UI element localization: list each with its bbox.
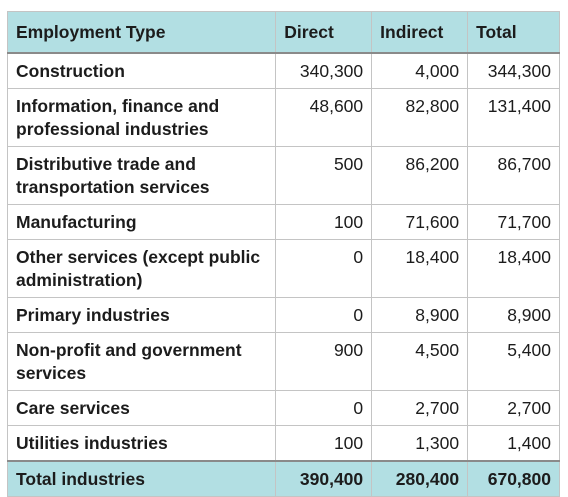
indirect-cell: 82,800 bbox=[371, 88, 469, 147]
direct-cell: 0 bbox=[275, 239, 373, 298]
table-row: Other services (except public administra… bbox=[6, 239, 560, 298]
indirect-cell: 86,200 bbox=[371, 146, 469, 205]
indirect-cell: 1,300 bbox=[371, 425, 469, 462]
total-cell: 18,400 bbox=[467, 239, 560, 298]
total-indirect: 280,400 bbox=[371, 460, 469, 497]
table-row: Non-profit and government services 900 4… bbox=[6, 332, 560, 391]
direct-cell: 100 bbox=[275, 204, 373, 240]
indirect-cell: 4,500 bbox=[371, 332, 469, 391]
total-cell: 344,300 bbox=[467, 52, 560, 89]
total-cell: 131,400 bbox=[467, 88, 560, 147]
direct-cell: 340,300 bbox=[275, 52, 373, 89]
row-label: Utilities industries bbox=[6, 425, 277, 462]
total-direct: 390,400 bbox=[275, 460, 373, 497]
direct-cell: 0 bbox=[275, 297, 373, 333]
indirect-cell: 4,000 bbox=[371, 52, 469, 89]
row-label: Distributive trade and transportation se… bbox=[6, 146, 277, 205]
table-footer: Total industries 390,400 280,400 670,800 bbox=[6, 460, 560, 497]
header-row: Employment Type Direct Indirect Total bbox=[6, 11, 560, 54]
header-direct: Direct bbox=[275, 11, 373, 54]
table-row: Care services 0 2,700 2,700 bbox=[6, 390, 560, 426]
total-row: Total industries 390,400 280,400 670,800 bbox=[6, 460, 560, 497]
header-indirect: Indirect bbox=[371, 11, 469, 54]
row-label: Manufacturing bbox=[6, 204, 277, 240]
indirect-cell: 2,700 bbox=[371, 390, 469, 426]
indirect-cell: 8,900 bbox=[371, 297, 469, 333]
table-row: Distributive trade and transportation se… bbox=[6, 146, 560, 205]
total-total: 670,800 bbox=[467, 460, 560, 497]
total-label: Total industries bbox=[6, 460, 277, 497]
table-row: Utilities industries 100 1,300 1,400 bbox=[6, 425, 560, 462]
employment-table: Employment Type Direct Indirect Total Co… bbox=[6, 11, 560, 497]
table-row: Manufacturing 100 71,600 71,700 bbox=[6, 204, 560, 240]
direct-cell: 0 bbox=[275, 390, 373, 426]
direct-cell: 500 bbox=[275, 146, 373, 205]
table-row: Construction 340,300 4,000 344,300 bbox=[6, 52, 560, 89]
row-label: Information, finance and professional in… bbox=[6, 88, 277, 147]
direct-cell: 100 bbox=[275, 425, 373, 462]
total-cell: 1,400 bbox=[467, 425, 560, 462]
indirect-cell: 18,400 bbox=[371, 239, 469, 298]
table-row: Information, finance and professional in… bbox=[6, 88, 560, 147]
table-header: Employment Type Direct Indirect Total bbox=[6, 11, 560, 54]
table-body: Construction 340,300 4,000 344,300 Infor… bbox=[6, 52, 560, 462]
direct-cell: 48,600 bbox=[275, 88, 373, 147]
header-total: Total bbox=[467, 11, 560, 54]
row-label: Construction bbox=[6, 52, 277, 89]
header-employment-type: Employment Type bbox=[6, 11, 277, 54]
total-cell: 8,900 bbox=[467, 297, 560, 333]
indirect-cell: 71,600 bbox=[371, 204, 469, 240]
row-label: Care services bbox=[6, 390, 277, 426]
row-label: Non-profit and government services bbox=[6, 332, 277, 391]
total-cell: 2,700 bbox=[467, 390, 560, 426]
total-cell: 5,400 bbox=[467, 332, 560, 391]
table-row: Primary industries 0 8,900 8,900 bbox=[6, 297, 560, 333]
direct-cell: 900 bbox=[275, 332, 373, 391]
row-label: Other services (except public administra… bbox=[6, 239, 277, 298]
row-label: Primary industries bbox=[6, 297, 277, 333]
total-cell: 86,700 bbox=[467, 146, 560, 205]
total-cell: 71,700 bbox=[467, 204, 560, 240]
